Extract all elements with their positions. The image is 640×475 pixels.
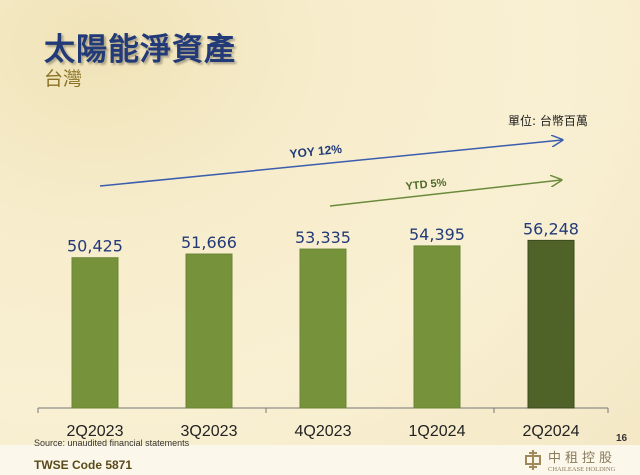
data-label: 53,335 <box>295 228 351 247</box>
bar <box>527 239 575 409</box>
bar <box>185 253 233 409</box>
data-label: 51,666 <box>181 233 237 252</box>
logo-icon <box>525 450 541 470</box>
ytd-arrow <box>329 180 561 207</box>
x-tick-label: 2Q2024 <box>523 423 580 440</box>
bar <box>299 248 347 409</box>
bar <box>413 245 461 409</box>
x-tick-label: 3Q2023 <box>181 423 238 440</box>
source-note: Source: unaudited financial statements <box>34 438 190 448</box>
page-title: 太陽能淨資產 <box>44 32 236 68</box>
x-tick-label: 4Q2023 <box>295 423 352 440</box>
logo-en: CHAILEASE HOLDING <box>548 466 616 473</box>
twse-code: TWSE Code 5871 <box>34 458 133 472</box>
data-label: 50,425 <box>67 237 123 256</box>
logo-cn: 中租控股 <box>548 451 617 466</box>
unit-label: 單位: 台幣百萬 <box>508 114 588 128</box>
data-label: 56,248 <box>523 219 579 238</box>
yoy-arrow <box>99 140 562 187</box>
bar <box>71 257 119 409</box>
ytd-label: YTD 5% <box>405 177 447 193</box>
company-logo: 中租控股 CHAILEASE HOLDING <box>522 447 616 473</box>
x-tick-label: 1Q2024 <box>409 423 466 440</box>
yoy-label: YOY 12% <box>289 142 343 161</box>
x-tick-label: 2Q2023 <box>67 423 124 440</box>
page-number: 16 <box>616 433 628 444</box>
page-subtitle: 台灣 <box>44 68 83 90</box>
data-label: 54,395 <box>409 225 465 244</box>
